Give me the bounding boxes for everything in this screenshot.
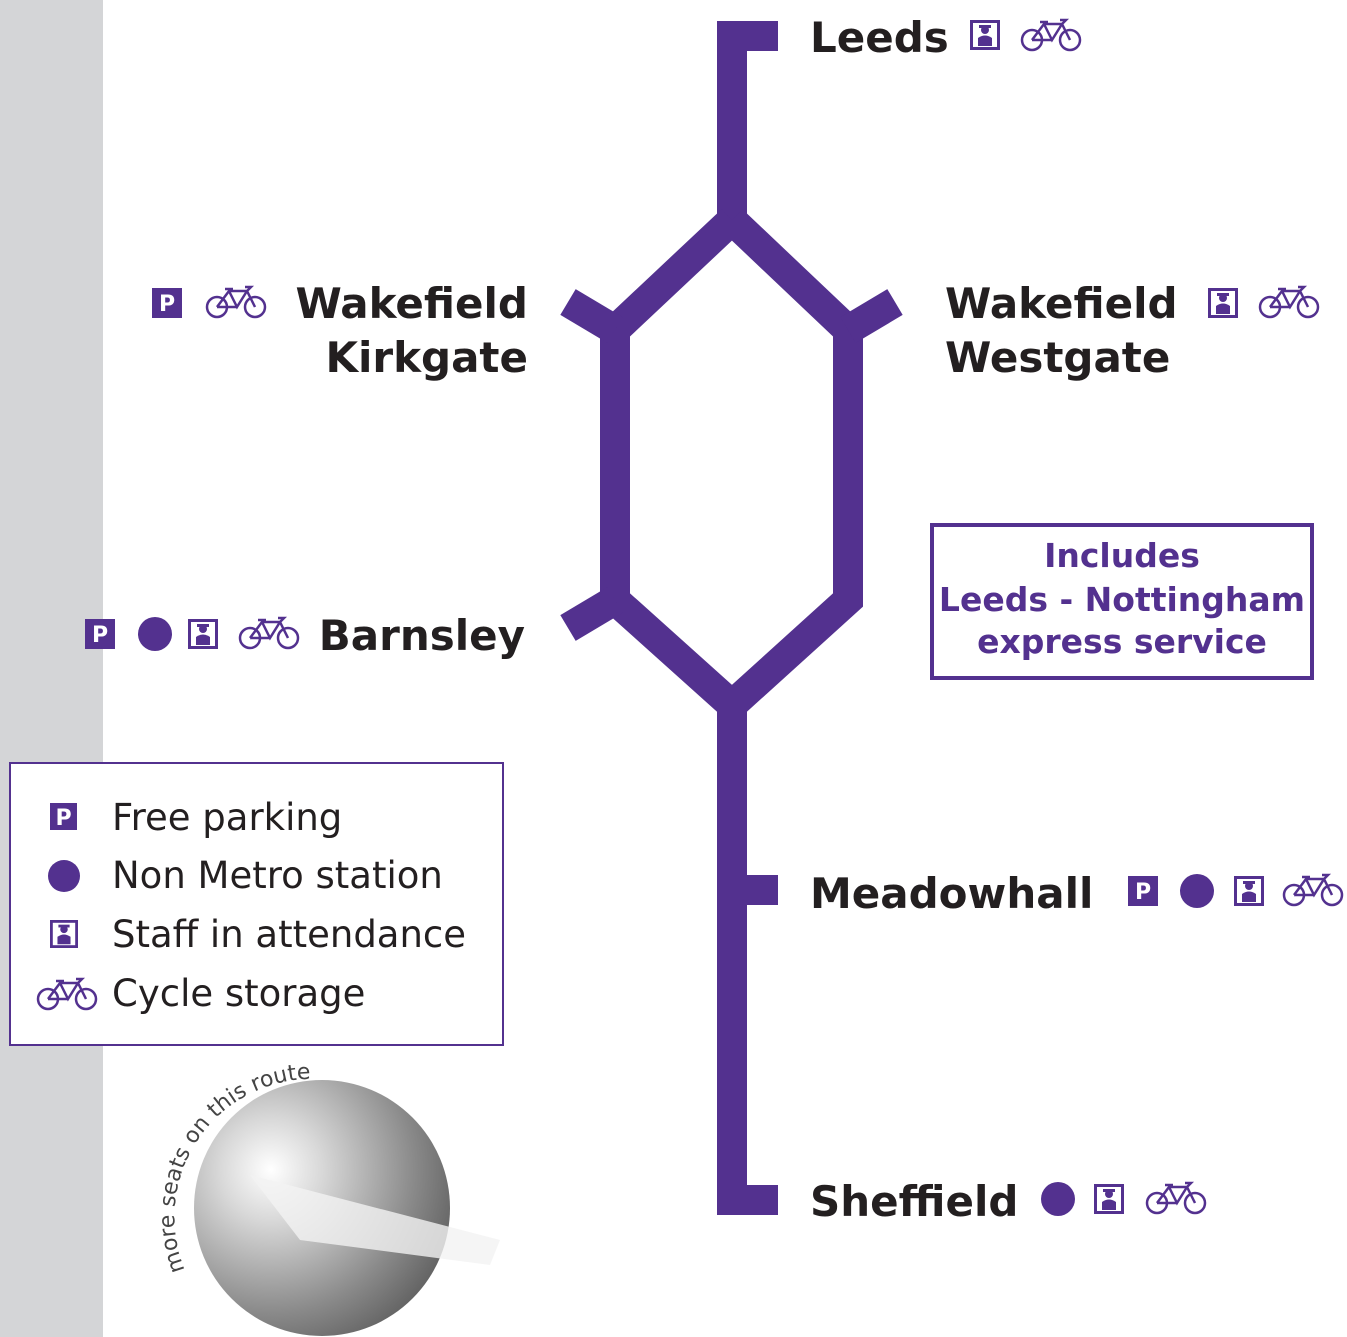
route-line xyxy=(568,36,895,1200)
parking-letter: P xyxy=(159,292,175,317)
non-metro-icon xyxy=(1041,1182,1075,1216)
station-name: Wakefield xyxy=(295,279,528,328)
non-metro-icon xyxy=(138,617,172,651)
station-name: Meadowhall xyxy=(810,869,1093,918)
station-name: Barnsley xyxy=(319,611,525,660)
parking-letter: P xyxy=(55,806,71,831)
station-name: Kirkgate xyxy=(325,333,528,382)
station-name: Westgate xyxy=(945,333,1170,382)
bike-icon xyxy=(207,287,265,317)
staff-icon xyxy=(1236,878,1263,905)
staff-icon xyxy=(51,921,76,946)
bike-icon xyxy=(1284,875,1342,905)
station-name: Leeds xyxy=(810,13,949,62)
side-band xyxy=(0,0,103,1337)
legend-text: Free parking xyxy=(112,796,342,839)
station-name: Wakefield xyxy=(945,279,1178,328)
box-text: Includes xyxy=(1044,536,1200,575)
staff-icon xyxy=(1096,1186,1123,1213)
non-metro-icon xyxy=(48,860,80,892)
station-name: Sheffield xyxy=(810,1177,1018,1226)
bike-icon xyxy=(240,618,298,648)
legend-text: Cycle storage xyxy=(112,972,365,1015)
staff-icon xyxy=(972,22,999,49)
parking-letter: P xyxy=(92,623,108,648)
parking-letter: P xyxy=(1135,880,1151,905)
non-metro-icon xyxy=(1180,874,1214,908)
box-text: express service xyxy=(977,622,1267,661)
route-map: Leeds Wakefield Kirkgate P Wakefield Wes… xyxy=(0,0,1347,1337)
staff-icon xyxy=(1210,290,1237,317)
box-text: Leeds - Nottingham xyxy=(939,580,1305,619)
staff-icon xyxy=(190,621,217,648)
bike-icon xyxy=(1260,287,1318,317)
bike-icon xyxy=(1147,1183,1205,1213)
legend-text: Staff in attendance xyxy=(112,913,466,956)
legend-text: Non Metro station xyxy=(112,854,443,897)
bike-icon xyxy=(1022,20,1080,50)
